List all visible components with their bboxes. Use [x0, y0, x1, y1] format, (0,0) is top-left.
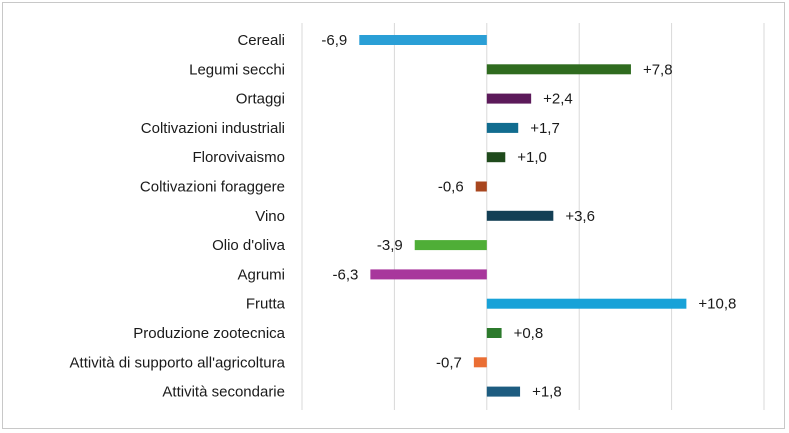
bar [473, 357, 487, 368]
data-label: -0,7 [436, 354, 462, 371]
bar [486, 328, 502, 338]
bar [359, 35, 487, 45]
bar [475, 181, 487, 192]
bar [486, 93, 532, 104]
category-label: Frutta [246, 296, 286, 313]
bar [486, 152, 506, 163]
category-label: Agrumi [237, 266, 285, 283]
category-label: Olio d'oliva [212, 237, 286, 254]
data-label: -6,9 [321, 32, 347, 49]
bar [486, 122, 519, 133]
data-label: +10,8 [698, 296, 736, 313]
bar-chart: Cereali -6,9 Legumi secchi +7,8 Ortaggi +2,4 C… [70, 23, 765, 410]
data-label: +7,8 [643, 61, 673, 78]
category-label: Produzione zootecnica [133, 325, 285, 342]
bar [486, 386, 521, 397]
bar [486, 64, 631, 75]
bar [486, 298, 687, 309]
category-label: Vino [255, 208, 285, 225]
data-label: +0,8 [514, 325, 544, 342]
category-label: Coltivazioni foraggere [140, 179, 285, 196]
data-label: -3,9 [377, 237, 403, 254]
data-label: +3,6 [565, 208, 595, 225]
data-label: +2,4 [543, 91, 573, 108]
category-label: Ortaggi [236, 91, 285, 108]
category-label: Legumi secchi [189, 61, 285, 78]
data-label: +1,0 [517, 149, 547, 166]
category-label: Attività di supporto all'agricoltura [70, 354, 286, 371]
category-label: Attività secondarie [162, 384, 285, 401]
category-label: Coltivazioni industriali [141, 120, 285, 137]
chart-frame: Cereali -6,9 Legumi secchi +7,8 Ortaggi +2,4 C… [2, 2, 785, 429]
bar [486, 210, 554, 221]
bar [370, 269, 487, 280]
data-label: +1,8 [532, 384, 562, 401]
bar [414, 240, 487, 251]
category-label: Cereali [237, 32, 285, 49]
data-label: -6,3 [333, 266, 359, 283]
category-label: Florovivaismo [192, 149, 285, 166]
data-label: -0,6 [438, 179, 464, 196]
data-label: +1,7 [530, 120, 560, 137]
